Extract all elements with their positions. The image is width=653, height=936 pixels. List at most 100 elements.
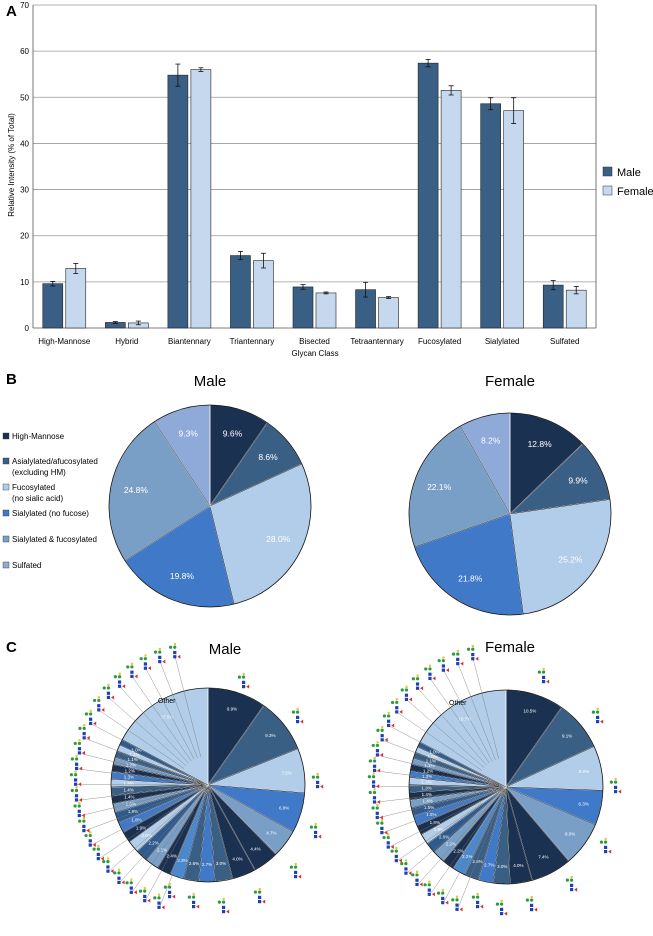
pie-data-label: 18.7%: [458, 716, 471, 721]
pie-data-label: 2.2%: [446, 842, 456, 847]
pie-data-label: 2.6%: [189, 861, 199, 866]
pie-slice-edge: [209, 422, 268, 507]
pie-legend-swatch-high-mannose: [2, 432, 10, 440]
leader-line: [79, 753, 180, 779]
glycan-structure-icon: [400, 685, 413, 702]
glycan-structure-icon: [371, 803, 383, 820]
leader-line: [406, 699, 485, 768]
pie-slice-edge: [198, 784, 209, 882]
leader-line: [108, 697, 187, 766]
leader-line: [84, 794, 181, 832]
x-tick-label: Hybrid: [115, 337, 138, 346]
glycan-structure-icon: [411, 674, 424, 691]
pie-c-male-other-label: Other: [158, 698, 176, 705]
pie-legend-label-fucosylated: Fucosylated (no sialic acid): [12, 483, 63, 503]
pie-outline: [408, 689, 604, 885]
leader-line: [388, 725, 481, 774]
x-tick-label: Sulfated: [550, 337, 579, 346]
bar-male: [480, 103, 501, 329]
error-bar-male: [363, 281, 369, 298]
pie-slice-edge: [114, 757, 209, 786]
glycan-structure-icon: [187, 892, 200, 909]
pie-data-label: 6.3%: [579, 802, 589, 807]
pie-data-label: 4.0%: [232, 856, 242, 861]
pie-c-female: 10.5% 9.1% 8.0% 6.3% 8.0% 7.4% 4.0% 3.0%2.7%2.6…: [367, 645, 622, 916]
leader-line: [382, 796, 479, 834]
pie-slice-edge: [505, 786, 603, 791]
y-tick-label: 30: [20, 186, 29, 195]
x-tick-label: High-Mannose: [38, 337, 91, 346]
glycan-structure-icon: [451, 649, 464, 666]
glycan-structure-icon: [153, 647, 166, 664]
y-tick-label: 10: [20, 278, 29, 287]
pie-legend-label-fucosylated-line2: (no sialic acid): [12, 494, 63, 503]
pie-data-label: 2.4%: [167, 853, 177, 858]
legend-label-female: Female: [617, 186, 653, 198]
error-bar-female: [198, 67, 204, 72]
pie-data-label: 1.5%: [424, 805, 434, 810]
panel-label-c: C: [6, 639, 17, 656]
bar-female: [65, 268, 87, 329]
leader-line: [99, 710, 185, 769]
y-tick-label: 70: [20, 1, 29, 10]
pie-data-label: 1.9%: [136, 825, 146, 830]
pie-data-label: 10.5%: [524, 709, 537, 714]
error-bar-female: [135, 320, 141, 326]
pie-legend-label-sulfated: Sulfated: [12, 561, 41, 570]
pie-slice-edge: [111, 784, 209, 796]
pie-slice-edge: [111, 784, 209, 788]
pie-data-label: 7.5%: [282, 771, 292, 776]
pie-data-label: 1.3%: [421, 780, 431, 785]
pie-slice-edge: [505, 746, 595, 788]
pie-data-label: 1.9%: [434, 827, 444, 832]
pie-data-label: 1.0%: [427, 754, 437, 759]
bar-female: [440, 90, 462, 329]
pie-data-label: 1.1%: [426, 758, 436, 763]
glycan-structure-icon: [382, 711, 395, 728]
pie-slice-edge: [207, 748, 299, 786]
error-bar-male: [112, 321, 118, 324]
pie-data-label: 9.6%: [223, 428, 243, 438]
pie-data-label: 1.2%: [126, 763, 136, 768]
pie-data-label: 8.6%: [258, 452, 278, 462]
pie-c-female-title: Female: [485, 639, 535, 656]
pie-slice-edge: [122, 739, 209, 786]
pie-data-label: 21.8%: [458, 573, 483, 583]
pie-data-label: 9.3%: [265, 733, 275, 738]
leader-line: [442, 812, 493, 904]
y-tick-label: 50: [20, 93, 29, 102]
pie-legend-label-high-mannose: High-Mannose: [12, 432, 65, 441]
pie-b-female: 12.8% 9.9% 25.2% 21.8% 22.1% 8.2%: [408, 412, 612, 616]
leader-line: [457, 663, 496, 760]
leader-line: [159, 811, 198, 908]
leader-line: [457, 813, 496, 910]
pie-slice-edge: [207, 705, 264, 786]
error-bar-female: [511, 97, 517, 124]
pie-slice-edge: [409, 784, 507, 788]
pie-slice-edge: [409, 777, 507, 788]
glycan-structure-icon: [73, 801, 85, 818]
pie-slice-edge: [416, 786, 507, 826]
pie-data-label: 8.0%: [579, 769, 589, 774]
glycan-structure-icon: [367, 772, 380, 789]
pie-legend-swatch-sialylated-fucosylated: [2, 535, 10, 543]
pie-slice-edge: [114, 784, 209, 813]
glycan-structure-icon: [609, 777, 622, 794]
glycan-structure-icon: [371, 741, 384, 757]
leader-line: [174, 657, 201, 757]
glycan-structure-icon: [126, 662, 138, 679]
glycan-structure-icon: [382, 833, 394, 850]
pie-slice-edge: [505, 786, 569, 862]
y-tick-label: 40: [20, 139, 29, 148]
pie-data-label: 4.0%: [513, 863, 523, 868]
glycan-structure-icon: [217, 897, 230, 914]
pie-slice-edge: [118, 784, 209, 823]
glycan-structure-icon: [139, 654, 151, 671]
pie-slice-edge: [117, 750, 209, 786]
pie-slice-edge: [427, 786, 507, 844]
pie-data-label: 4.4%: [250, 846, 260, 851]
glycan-structure-icon: [78, 724, 90, 740]
pie-slice-edge: [112, 784, 209, 804]
pie-slice-edge: [505, 786, 511, 884]
leader-line: [144, 810, 195, 902]
